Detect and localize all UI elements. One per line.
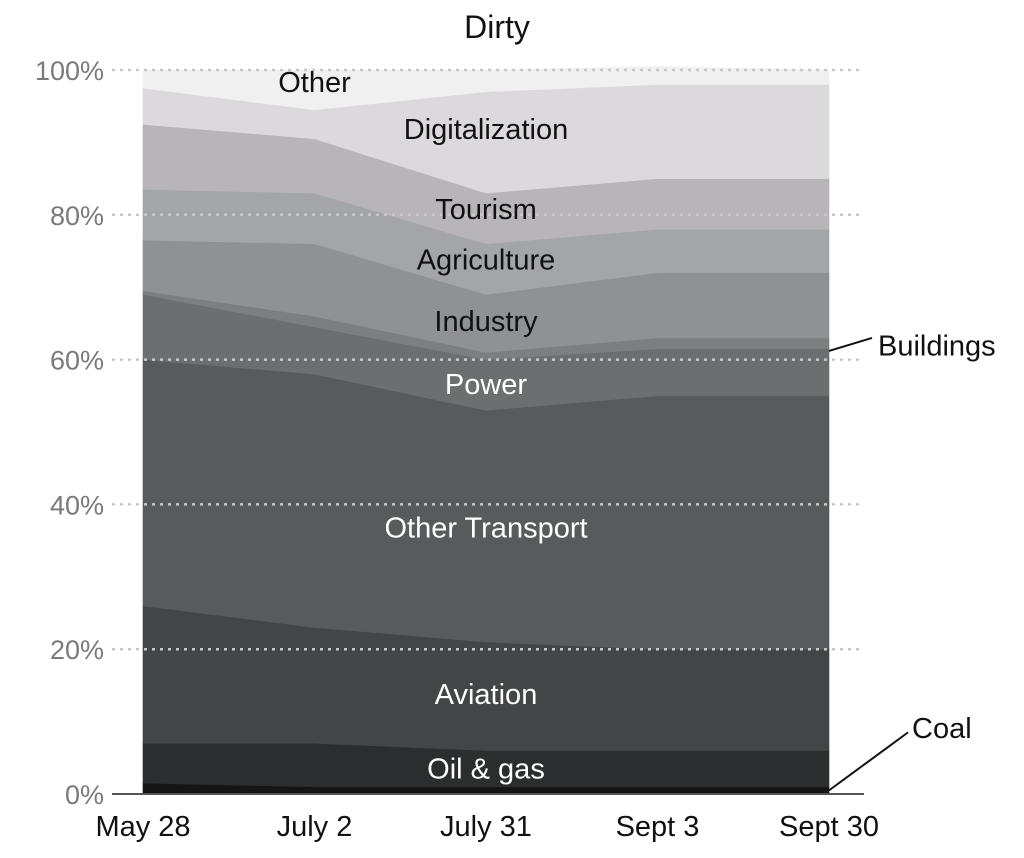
x-tick-label: July 2 xyxy=(277,811,353,843)
leader-buildings xyxy=(828,336,873,352)
gridlines xyxy=(112,68,864,651)
x-axis: May 28 July 2 July 31 Sept 3 Sept 30 xyxy=(95,811,879,843)
y-tick-label: 40% xyxy=(50,490,104,520)
label-other: Other xyxy=(278,67,351,99)
leader-coal xyxy=(828,731,909,792)
label-digitalization: Digitalization xyxy=(404,114,568,146)
label-power: Power xyxy=(445,369,528,401)
y-axis: 0% 20% 40% 60% 80% 100% xyxy=(35,56,864,810)
callout-buildings: Buildings xyxy=(878,331,996,363)
y-tick-label: 100% xyxy=(35,56,104,86)
label-agriculture: Agriculture xyxy=(417,245,556,277)
chart-title: Dirty xyxy=(464,9,530,45)
y-tick-label: 0% xyxy=(65,780,104,810)
area-other xyxy=(142,66,830,111)
y-tick-label: 20% xyxy=(50,635,104,665)
x-tick-label: July 31 xyxy=(440,811,532,843)
x-tick-label: May 28 xyxy=(95,811,190,843)
y-tick-label: 80% xyxy=(50,201,104,231)
y-tick-label: 60% xyxy=(50,346,104,376)
label-other-transport: Other Transport xyxy=(384,512,587,544)
label-industry: Industry xyxy=(434,306,538,338)
callout-coal: Coal xyxy=(912,713,972,745)
x-tick-label: Sept 3 xyxy=(616,811,700,843)
callout-labels: Buildings Coal xyxy=(828,331,996,792)
label-oil-and-gas: Oil & gas xyxy=(427,753,545,785)
x-tick-label: Sept 30 xyxy=(779,811,879,843)
band-labels: Other Digitalization Tourism Agriculture Ind… xyxy=(278,67,587,785)
label-tourism: Tourism xyxy=(435,194,537,226)
label-aviation: Aviation xyxy=(435,679,538,711)
